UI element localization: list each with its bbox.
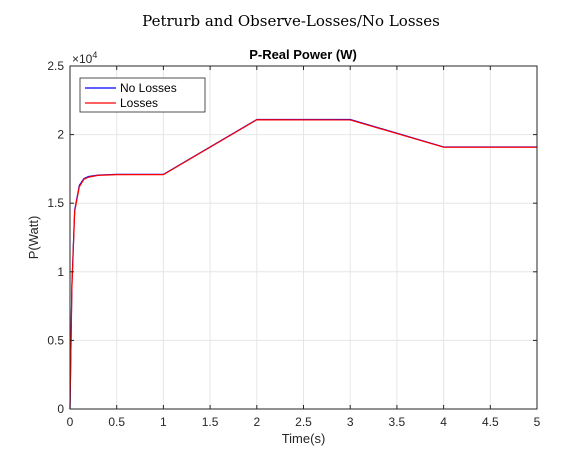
y-tick-label: 2 — [57, 128, 64, 142]
y-tick-label: 0 — [57, 402, 64, 416]
y-exponent-power: 4 — [92, 50, 97, 60]
y-tick-label: 0.5 — [47, 333, 64, 347]
x-tick-label: 4.5 — [482, 415, 499, 429]
x-axis-label: Time(s) — [282, 431, 326, 446]
x-tick-label: 1 — [160, 415, 167, 429]
x-tick-label: 0.5 — [108, 415, 125, 429]
legend-label-losses: Losses — [120, 96, 158, 110]
x-tick-label: 0 — [67, 415, 74, 429]
series-layer — [69, 118, 537, 410]
x-tick-label: 2.5 — [295, 415, 312, 429]
x-tick-label: 3 — [347, 415, 354, 429]
x-tick-label: 2 — [253, 415, 260, 429]
y-tick-label: 1 — [57, 265, 64, 279]
y-exponent-label: ×104 — [72, 50, 97, 66]
y-exponent-base: ×10 — [72, 52, 93, 66]
chart-title: P-Real Power (W) — [249, 47, 357, 62]
legend-box — [79, 77, 206, 113]
legend-entry-no-losses: No Losses — [85, 81, 177, 95]
legend: No Losses Losses — [79, 77, 206, 113]
legend-label-no-losses: No Losses — [120, 81, 177, 95]
x-tick-label: 5 — [534, 415, 541, 429]
x-tick-label: 4 — [440, 415, 447, 429]
x-axis-ticks: 0 0.5 1 1.5 2 2.5 3 3.5 4 4.5 5 — [67, 66, 541, 429]
y-axis-ticks: 0 0.5 1 1.5 2 2.5 — [47, 59, 537, 416]
y-axis-label: P(Watt) — [26, 216, 41, 260]
legend-entry-losses: Losses — [85, 96, 158, 110]
series-line-losses — [69, 119, 537, 410]
plot-area: 0 0.5 1 1.5 2 2.5 3 3.5 4 4.5 5 0 0.5 1 1.5 2 2.5 — [47, 59, 540, 429]
x-tick-label: 3.5 — [389, 415, 406, 429]
y-tick-label: 1.5 — [47, 196, 64, 210]
x-tick-label: 1.5 — [202, 415, 219, 429]
figure-suptitle: Petrurb and Observe-Losses/No Losses — [142, 12, 440, 30]
y-tick-label: 2.5 — [47, 59, 64, 73]
